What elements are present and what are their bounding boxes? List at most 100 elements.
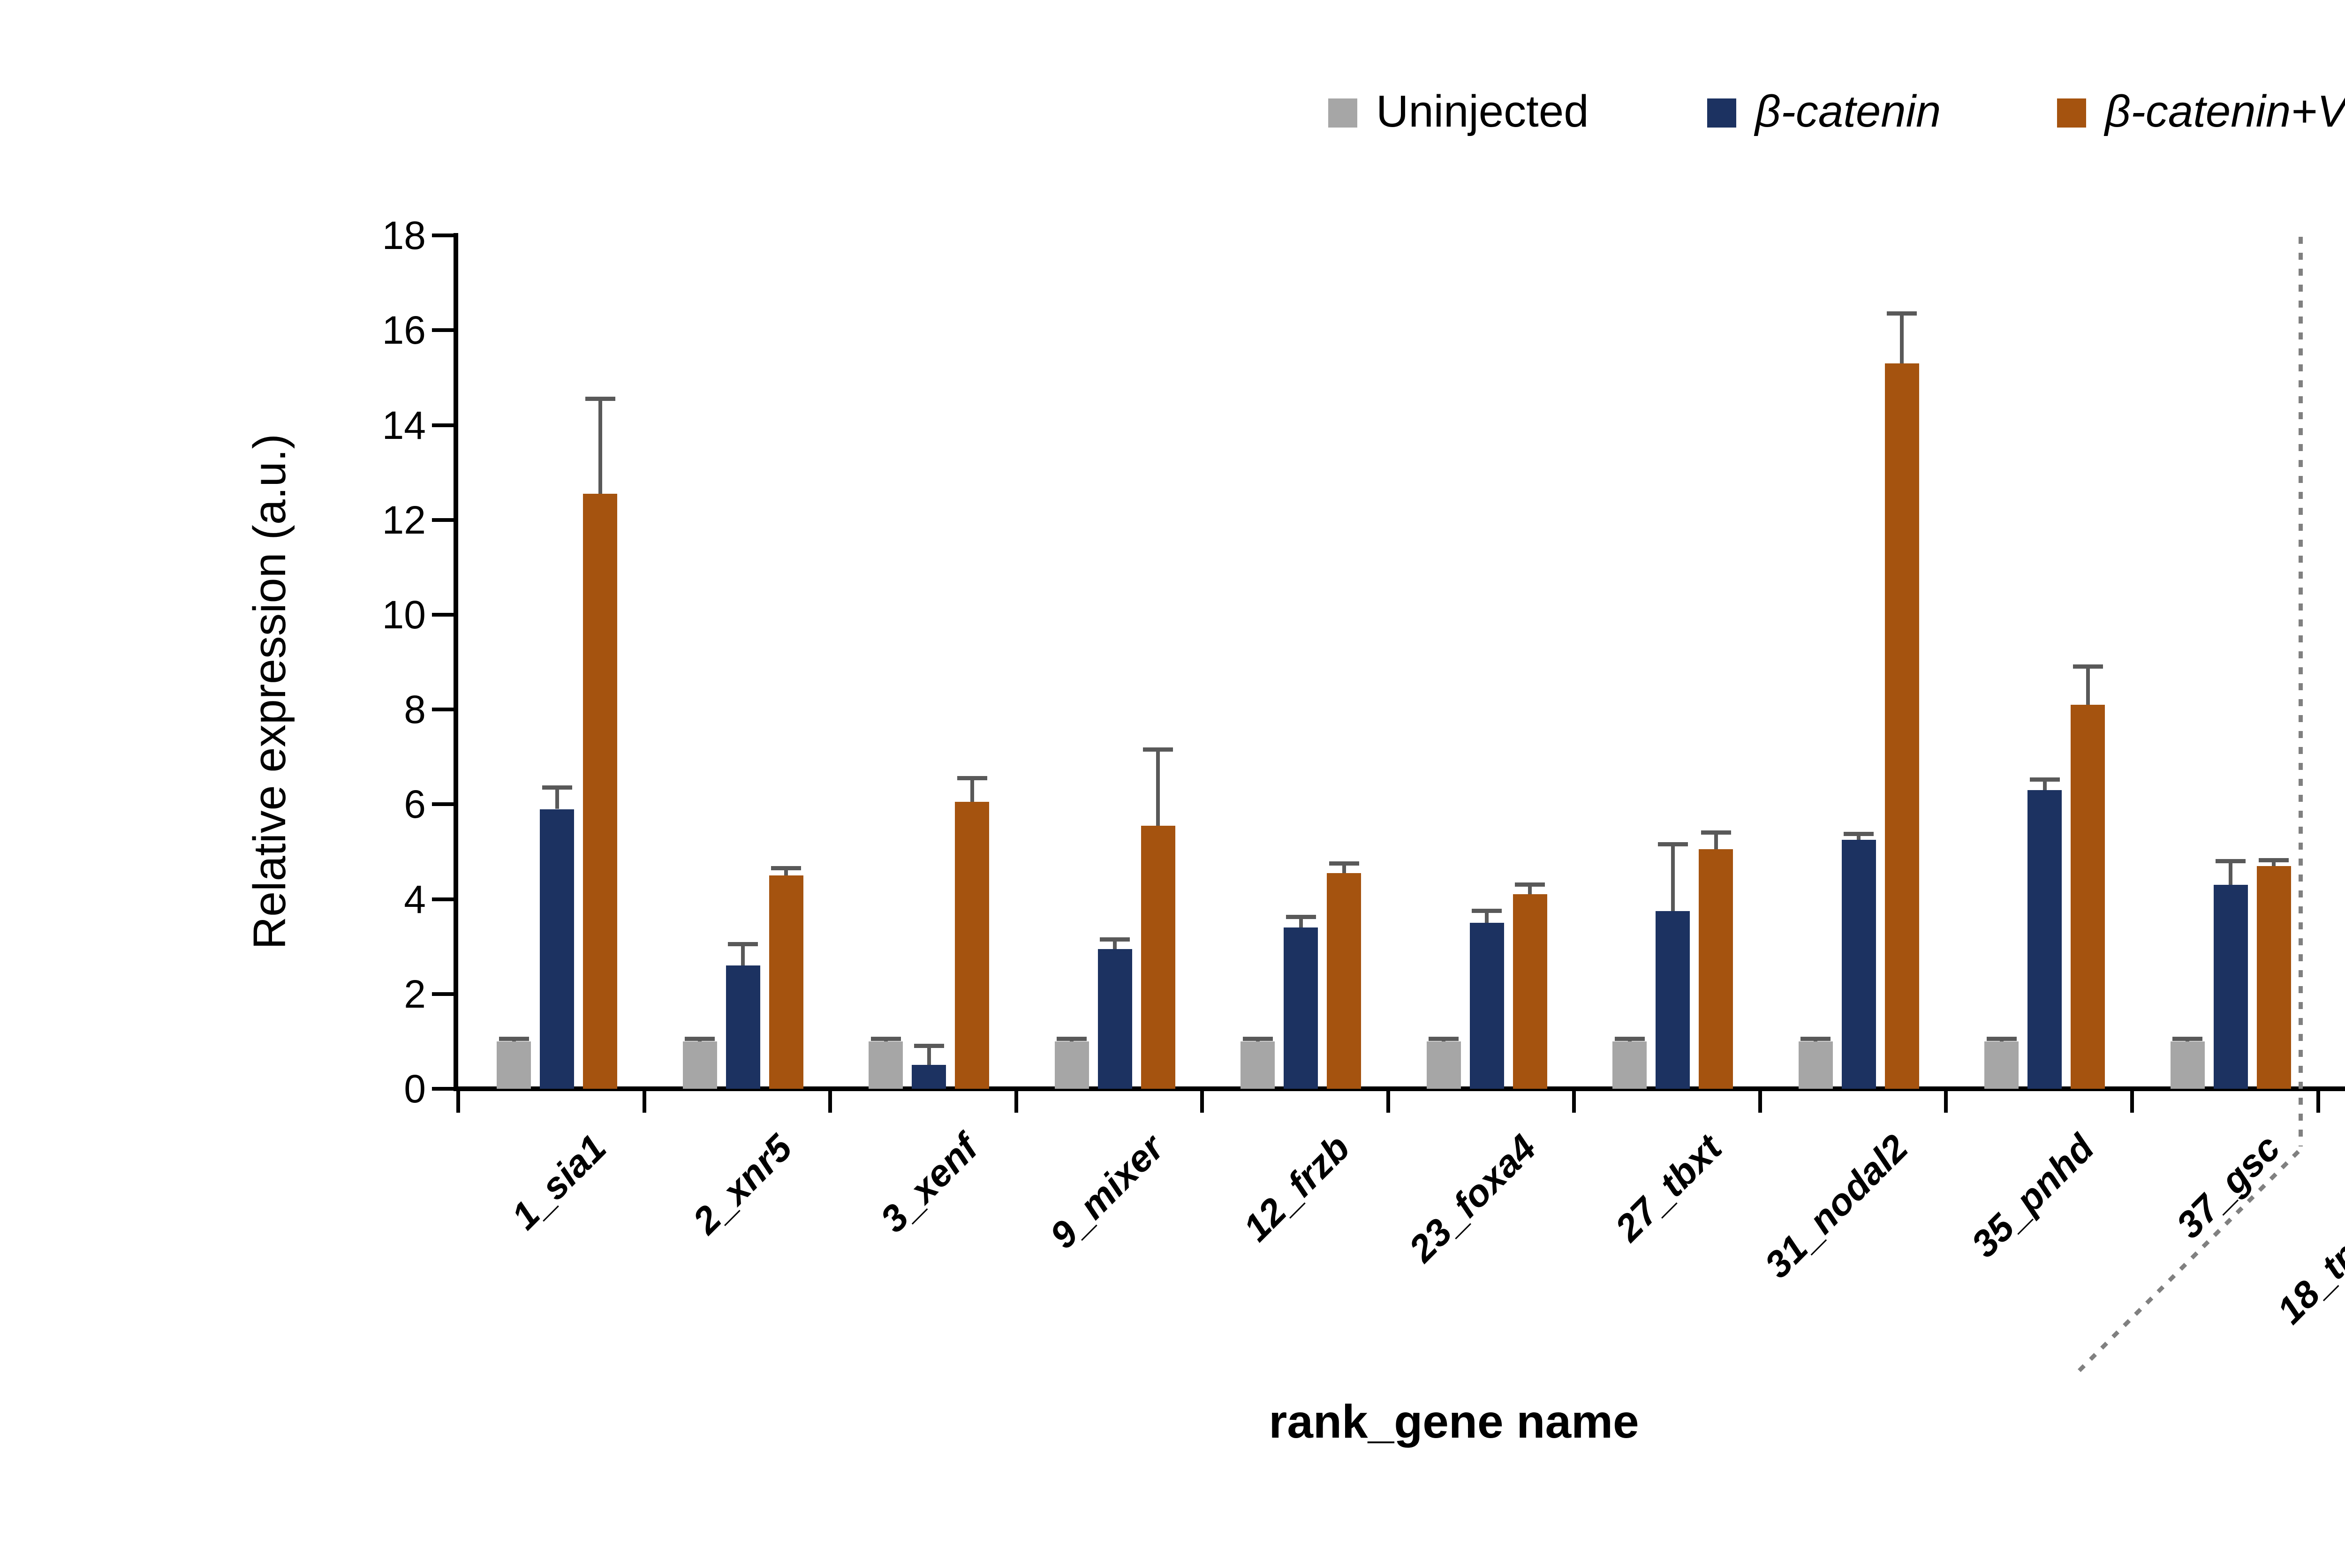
y-axis-tick [432, 328, 454, 332]
error-bar-stem [2042, 779, 2047, 791]
error-bar-stem [555, 788, 559, 809]
error-bar-cap [2172, 1036, 2203, 1041]
error-bar-cap [1515, 882, 1545, 887]
error-bar-cap [2216, 859, 2246, 863]
error-bar-cap [1143, 747, 1173, 752]
error-bar-cap [1800, 1036, 1831, 1041]
y-tick-label: 8 [404, 687, 426, 732]
error-bar-cap [1986, 1036, 2017, 1041]
error-bar-stem [1113, 939, 1117, 949]
error-bar-cap [542, 785, 572, 790]
separator-dotted-vertical [2299, 237, 2303, 1146]
error-bar-stem [1485, 911, 1489, 923]
legend-swatch-Uninjected [1328, 98, 1357, 128]
y-axis-title: Relative expression (a.u.) [244, 434, 295, 950]
bar-β-catenin+VegT-23_foxa4 [1513, 894, 1547, 1089]
error-bar-stem [970, 778, 974, 802]
bar-Uninjected-9_mixer [1054, 1041, 1089, 1089]
x-category-label-35_pnhd: 35_pnhd [1963, 1126, 2102, 1266]
x-category-label-23_foxa4: 23_foxa4 [1400, 1126, 1544, 1270]
x-axis-tick [1386, 1091, 1390, 1113]
y-axis-tick [432, 234, 454, 238]
y-axis-line [454, 233, 458, 1091]
x-axis-tick [456, 1091, 460, 1113]
error-bar-stem [598, 399, 602, 494]
y-axis-tick [432, 1087, 454, 1091]
error-bar-stem [1671, 844, 1675, 911]
error-bar-stem [1299, 917, 1303, 928]
error-bar-cap [1614, 1036, 1645, 1041]
error-bar-cap [585, 396, 615, 401]
error-bar-cap [728, 942, 758, 946]
error-bar-cap [1429, 1036, 1459, 1041]
error-bar-stem [1342, 863, 1346, 873]
bar-β-catenin+VegT-2_xnr5 [769, 875, 803, 1089]
bar-Uninjected-27_tbxt [1612, 1041, 1647, 1089]
y-axis-tick [432, 708, 454, 712]
error-bar-cap [2073, 664, 2103, 669]
x-axis-tick [1572, 1091, 1576, 1113]
bar-β-catenin+VegT-35_pnhd [2071, 705, 2105, 1089]
error-bar-cap [685, 1036, 715, 1041]
legend-label-β-catenin+VegT: β-catenin+VegT [2105, 86, 2345, 136]
y-tick-label: 2 [404, 972, 426, 1016]
legend-swatch-β-catenin [1707, 98, 1736, 128]
x-axis-tick [642, 1091, 646, 1113]
error-bar-cap [914, 1044, 944, 1048]
y-tick-label: 14 [382, 403, 426, 447]
x-category-label-2_xnr5: 2_xnr5 [685, 1126, 800, 1242]
x-axis-tick [1200, 1091, 1204, 1113]
error-bar-stem [2086, 667, 2090, 705]
bar-β-catenin-12_frzb [1284, 927, 1318, 1089]
bar-β-catenin-27_tbxt [1656, 911, 1690, 1089]
error-bar-stem [1528, 885, 1532, 895]
bar-β-catenin-31_nodal2 [1841, 840, 1876, 1089]
x-axis-tick [2316, 1091, 2320, 1113]
bar-β-catenin-3_xenf [912, 1065, 946, 1089]
bar-Uninjected-35_pnhd [1984, 1041, 2019, 1089]
y-tick-label: 6 [404, 782, 426, 827]
error-bar-cap [1657, 842, 1688, 847]
x-axis-tick [1944, 1091, 1948, 1113]
y-tick-label: 10 [382, 593, 426, 637]
separator-dotted-diagonal [2078, 1144, 2306, 1372]
y-axis-tick [432, 613, 454, 617]
bar-β-catenin-9_mixer [1097, 949, 1132, 1089]
legend-swatch-β-catenin+VegT [2057, 98, 2086, 128]
bar-β-catenin-35_pnhd [2027, 790, 2062, 1089]
bar-Uninjected-31_nodal2 [1798, 1041, 1833, 1089]
error-bar-cap [1887, 311, 1917, 316]
error-bar-stem [1156, 750, 1160, 826]
x-category-label-37_gsc: 37_gsc [2168, 1126, 2288, 1246]
x-axis-line [454, 1086, 2345, 1091]
y-tick-label: 4 [404, 877, 426, 921]
error-bar-cap [2029, 777, 2060, 782]
bar-β-catenin+VegT-12_frzb [1327, 873, 1362, 1089]
y-tick-label: 0 [404, 1067, 426, 1111]
bar-Uninjected-1_sia1 [497, 1041, 531, 1089]
x-category-label-3_xenf: 3_xenf [872, 1126, 986, 1240]
x-axis-tick [828, 1091, 832, 1113]
legend-label-β-catenin: β-catenin [1755, 86, 1941, 136]
y-axis-tick [432, 897, 454, 901]
error-bar-cap [1100, 937, 1130, 942]
error-bar-cap [957, 776, 987, 780]
x-category-label-27_tbxt: 27_tbxt [1607, 1126, 1730, 1249]
bar-Uninjected-3_xenf [869, 1041, 903, 1089]
x-axis-title: rank_gene name [1269, 1395, 1639, 1448]
bar-β-catenin-1_sia1 [540, 809, 574, 1089]
x-category-label-12_frzb: 12_frzb [1235, 1126, 1358, 1249]
bar-Uninjected-23_foxa4 [1426, 1041, 1461, 1089]
bar-β-catenin+VegT-1_sia1 [583, 494, 617, 1089]
x-axis-tick [2130, 1091, 2134, 1113]
x-axis-tick [1758, 1091, 1762, 1113]
y-axis-tick [432, 423, 454, 427]
error-bar-cap [1057, 1036, 1087, 1041]
x-category-label-1_sia1: 1_sia1 [503, 1126, 614, 1237]
x-category-label-31_nodal2: 31_nodal2 [1756, 1126, 1916, 1286]
error-bar-stem [1857, 834, 1861, 840]
bar-β-catenin+VegT-31_nodal2 [1884, 363, 1919, 1089]
bar-β-catenin+VegT-27_tbxt [1699, 849, 1733, 1089]
legend-label-Uninjected: Uninjected [1376, 86, 1589, 136]
